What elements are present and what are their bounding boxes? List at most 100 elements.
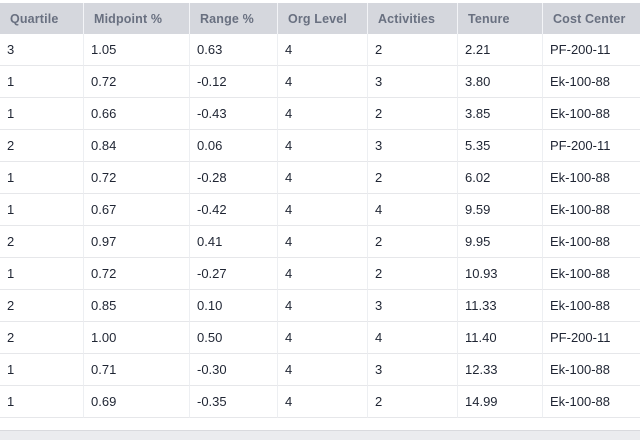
cell-tenure: 11.40 [458, 322, 543, 354]
cell-range: -0.35 [190, 386, 278, 418]
table-row[interactable]: 2 0.84 0.06 4 3 5.35 PF-200-11 [0, 130, 640, 162]
cell-org-level: 4 [278, 34, 368, 66]
cell-org-level: 4 [278, 354, 368, 386]
table-row[interactable]: 1 0.72 -0.12 4 3 3.80 Ek-100-88 [0, 66, 640, 98]
column-header-quartile[interactable]: Quartile [0, 3, 84, 34]
table-row[interactable]: 1 0.71 -0.30 4 3 12.33 Ek-100-88 [0, 354, 640, 386]
cell-cost-center: Ek-100-88 [543, 290, 640, 322]
cell-cost-center: Ek-100-88 [543, 162, 640, 194]
cell-tenure: 11.33 [458, 290, 543, 322]
cell-range: -0.43 [190, 98, 278, 130]
cell-cost-center: Ek-100-88 [543, 386, 640, 418]
cell-org-level: 4 [278, 258, 368, 290]
table-row[interactable]: 1 0.67 -0.42 4 4 9.59 Ek-100-88 [0, 194, 640, 226]
cell-cost-center: Ek-100-88 [543, 258, 640, 290]
cell-midpoint: 0.85 [84, 290, 190, 322]
table-row[interactable]: 1 0.69 -0.35 4 2 14.99 Ek-100-88 [0, 386, 640, 418]
cell-org-level: 4 [278, 322, 368, 354]
cell-range: 0.63 [190, 34, 278, 66]
table-body: 3 1.05 0.63 4 2 2.21 PF-200-11 1 0.72 -0.12 4 3 3.80… [0, 34, 640, 418]
cell-activities: 2 [368, 258, 458, 290]
cell-org-level: 4 [278, 98, 368, 130]
cell-activities: 2 [368, 98, 458, 130]
header-row: Quartile Midpoint % Range % Org Level Activi… [0, 3, 640, 34]
cell-midpoint: 0.84 [84, 130, 190, 162]
cell-activities: 3 [368, 130, 458, 162]
table-row[interactable]: 2 1.00 0.50 4 4 11.40 PF-200-11 [0, 322, 640, 354]
cell-range: 0.41 [190, 226, 278, 258]
cell-range: 0.10 [190, 290, 278, 322]
column-header-activities[interactable]: Activities [368, 3, 458, 34]
cell-org-level: 4 [278, 66, 368, 98]
cell-midpoint: 0.72 [84, 258, 190, 290]
cell-activities: 4 [368, 322, 458, 354]
cell-org-level: 4 [278, 162, 368, 194]
cell-cost-center: PF-200-11 [543, 130, 640, 162]
cell-cost-center: Ek-100-88 [543, 194, 640, 226]
table-row[interactable]: 2 0.97 0.41 4 2 9.95 Ek-100-88 [0, 226, 640, 258]
column-header-midpoint[interactable]: Midpoint % [84, 3, 190, 34]
cell-range: 0.06 [190, 130, 278, 162]
top-gap [0, 0, 640, 3]
cell-tenure: 3.80 [458, 66, 543, 98]
table-row[interactable]: 1 0.66 -0.43 4 2 3.85 Ek-100-88 [0, 98, 640, 130]
column-header-range[interactable]: Range % [190, 3, 278, 34]
cell-range: -0.28 [190, 162, 278, 194]
cell-org-level: 4 [278, 386, 368, 418]
cell-midpoint: 0.69 [84, 386, 190, 418]
cell-quartile: 3 [0, 34, 84, 66]
cell-activities: 4 [368, 194, 458, 226]
cell-cost-center: Ek-100-88 [543, 354, 640, 386]
cell-org-level: 4 [278, 130, 368, 162]
cell-tenure: 3.85 [458, 98, 543, 130]
cell-range: -0.12 [190, 66, 278, 98]
cell-tenure: 12.33 [458, 354, 543, 386]
column-header-org-level[interactable]: Org Level [278, 3, 368, 34]
cell-activities: 2 [368, 226, 458, 258]
table-row[interactable]: 3 1.05 0.63 4 2 2.21 PF-200-11 [0, 34, 640, 66]
cell-activities: 2 [368, 34, 458, 66]
cell-tenure: 10.93 [458, 258, 543, 290]
cell-midpoint: 1.05 [84, 34, 190, 66]
cell-tenure: 9.95 [458, 226, 543, 258]
cell-cost-center: Ek-100-88 [543, 98, 640, 130]
cell-cost-center: PF-200-11 [543, 322, 640, 354]
footer-bar [0, 430, 640, 440]
cell-midpoint: 0.67 [84, 194, 190, 226]
cell-midpoint: 0.72 [84, 66, 190, 98]
cell-activities: 3 [368, 290, 458, 322]
cell-tenure: 2.21 [458, 34, 543, 66]
cell-midpoint: 0.72 [84, 162, 190, 194]
data-table: Quartile Midpoint % Range % Org Level Activi… [0, 3, 640, 418]
cell-quartile: 2 [0, 130, 84, 162]
cell-quartile: 1 [0, 66, 84, 98]
cell-quartile: 1 [0, 98, 84, 130]
cell-tenure: 14.99 [458, 386, 543, 418]
cell-quartile: 1 [0, 258, 84, 290]
cell-cost-center: PF-200-11 [543, 34, 640, 66]
cell-tenure: 9.59 [458, 194, 543, 226]
column-header-tenure[interactable]: Tenure [458, 3, 543, 34]
cell-quartile: 1 [0, 162, 84, 194]
table-row[interactable]: 1 0.72 -0.28 4 2 6.02 Ek-100-88 [0, 162, 640, 194]
cell-quartile: 2 [0, 322, 84, 354]
cell-range: -0.30 [190, 354, 278, 386]
cell-midpoint: 1.00 [84, 322, 190, 354]
cell-tenure: 6.02 [458, 162, 543, 194]
cell-activities: 2 [368, 162, 458, 194]
cell-midpoint: 0.66 [84, 98, 190, 130]
cell-quartile: 1 [0, 386, 84, 418]
cell-activities: 3 [368, 66, 458, 98]
cell-range: -0.42 [190, 194, 278, 226]
cell-cost-center: Ek-100-88 [543, 66, 640, 98]
table-row[interactable]: 1 0.72 -0.27 4 2 10.93 Ek-100-88 [0, 258, 640, 290]
cell-tenure: 5.35 [458, 130, 543, 162]
cell-range: -0.27 [190, 258, 278, 290]
table-row[interactable]: 2 0.85 0.10 4 3 11.33 Ek-100-88 [0, 290, 640, 322]
column-header-cost-center[interactable]: Cost Center [543, 3, 640, 34]
cell-midpoint: 0.71 [84, 354, 190, 386]
cell-cost-center: Ek-100-88 [543, 226, 640, 258]
cell-activities: 3 [368, 354, 458, 386]
cell-midpoint: 0.97 [84, 226, 190, 258]
cell-range: 0.50 [190, 322, 278, 354]
